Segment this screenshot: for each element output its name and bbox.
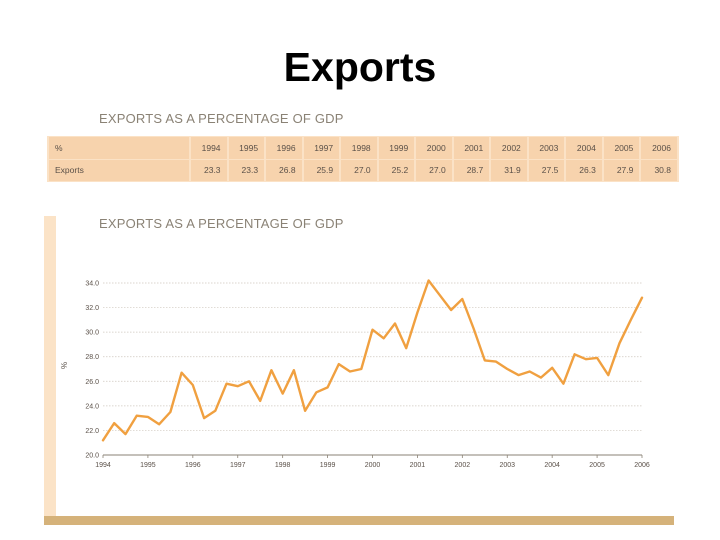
- year-cell: 2002: [491, 137, 527, 159]
- year-cell: 2003: [528, 137, 565, 159]
- y-tick-label: 26.0: [85, 379, 99, 386]
- value-cell: 30.8: [641, 159, 677, 181]
- row-label: Exports: [49, 159, 189, 181]
- value-cell: 28.7: [453, 159, 490, 181]
- x-tick-label: 2006: [634, 462, 650, 469]
- value-cell: 27.9: [603, 159, 640, 181]
- y-tick-label: 30.0: [85, 330, 99, 337]
- y-tick-label: 32.0: [85, 305, 99, 312]
- y-tick-label: 28.0: [85, 354, 99, 361]
- x-tick-label: 1994: [95, 462, 111, 469]
- exports-line-chart: 20.0 22.0 24.0 26.0 28.0 30.0 32.0 34.0 1994 1995…: [60, 279, 650, 470]
- value-cell: 25.9: [303, 159, 340, 181]
- x-tick-label: 2002: [455, 462, 471, 469]
- chart-heading: EXPORTS AS A PERCENTAGE OF GDP: [99, 216, 344, 231]
- y-tick-label: 22.0: [85, 428, 99, 435]
- exports-table: % 1994 1995 1996 1997 1998 1999 2000 200…: [47, 136, 679, 182]
- x-tick-label: 2003: [499, 462, 515, 469]
- year-cell: 1998: [341, 137, 377, 159]
- year-cell: 2001: [453, 137, 490, 159]
- y-tick-label: 34.0: [85, 281, 99, 288]
- value-cell: 31.9: [491, 159, 527, 181]
- year-cell: 2006: [641, 137, 677, 159]
- value-cell: 25.2: [378, 159, 415, 181]
- series-line: [101, 279, 644, 442]
- x-tick-label: 1996: [185, 462, 201, 469]
- x-tick-label: 1999: [320, 462, 336, 469]
- x-tick-label: 2001: [410, 462, 426, 469]
- y-tick-label: 20.0: [85, 453, 99, 460]
- value-cell: 26.3: [566, 159, 602, 181]
- table-header-label: %: [49, 137, 189, 159]
- year-cell: 2004: [566, 137, 602, 159]
- value-cell: 23.3: [191, 159, 227, 181]
- value-cell: 27.5: [528, 159, 565, 181]
- year-cell: 1999: [378, 137, 415, 159]
- tick-labels: 20.0 22.0 24.0 26.0 28.0 30.0 32.0 34.0 1994 1995…: [85, 281, 650, 470]
- year-cell: 1995: [228, 137, 265, 159]
- value-cell: 26.8: [266, 159, 302, 181]
- x-tick-label: 1998: [275, 462, 291, 469]
- table-row: Exports 23.3 23.3 26.8 25.9 27.0 25.2 27…: [49, 159, 677, 181]
- gridlines: [102, 282, 643, 458]
- x-tick-label: 2004: [544, 462, 560, 469]
- table-heading: EXPORTS AS A PERCENTAGE OF GDP: [99, 111, 344, 126]
- value-cell: 27.0: [341, 159, 377, 181]
- slide-title: Exports: [283, 44, 437, 90]
- year-cell: 1996: [266, 137, 302, 159]
- x-tick-label: 2005: [589, 462, 605, 469]
- x-tick-label: 2000: [365, 462, 381, 469]
- chart-panel-stripe: [44, 216, 56, 521]
- y-tick-label: 24.0: [85, 403, 99, 410]
- value-cell: 23.3: [228, 159, 265, 181]
- year-cell: 1997: [303, 137, 340, 159]
- year-cell: 1994: [191, 137, 227, 159]
- y-axis-label: %: [60, 362, 69, 369]
- table-header-row: % 1994 1995 1996 1997 1998 1999 2000 200…: [49, 137, 677, 159]
- bottom-accent-bar: [44, 516, 674, 525]
- year-cell: 2005: [603, 137, 640, 159]
- x-tick-label: 1997: [230, 462, 246, 469]
- year-cell: 2000: [416, 137, 452, 159]
- x-tick-label: 1995: [140, 462, 156, 469]
- value-cell: 27.0: [416, 159, 452, 181]
